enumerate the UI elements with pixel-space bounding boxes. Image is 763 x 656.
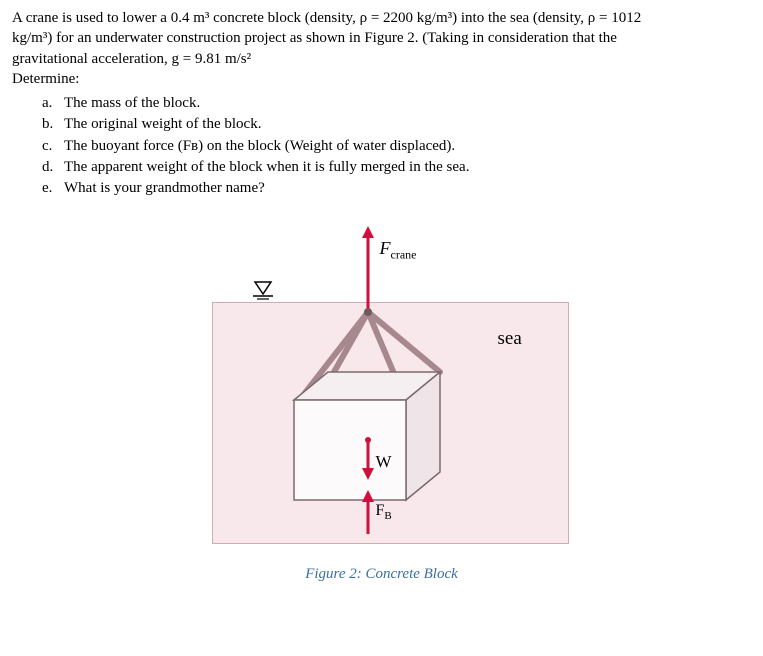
- list-item: a. The mass of the block.: [42, 93, 751, 113]
- intro-line-1: A crane is used to lower a 0.4 m³ concre…: [12, 10, 641, 26]
- fb-label: FB: [376, 502, 392, 522]
- item-letter: c.: [42, 136, 64, 156]
- list-item: c. The buoyant force (Fʙ) on the block (…: [42, 136, 751, 156]
- weight-arrow-icon: [358, 436, 378, 482]
- list-item: d. The apparent weight of the block when…: [42, 157, 751, 177]
- list-item: b. The original weight of the block.: [42, 114, 751, 134]
- figure-diagram: sea Fcrane: [172, 220, 592, 560]
- item-text: The original weight of the block.: [64, 114, 261, 134]
- buoyancy-arrow-icon: [358, 488, 378, 536]
- figure-container: sea Fcrane: [172, 220, 592, 583]
- item-text: The apparent weight of the block when it…: [64, 157, 469, 177]
- question-list: a. The mass of the block. b. The origina…: [42, 93, 751, 198]
- item-letter: b.: [42, 114, 64, 134]
- f-crane-label: Fcrane: [380, 238, 417, 263]
- intro-line-2: kg/m³) for an underwater construction pr…: [12, 30, 617, 46]
- problem-statement: A crane is used to lower a 0.4 m³ concre…: [12, 8, 751, 198]
- item-text: The mass of the block.: [64, 93, 200, 113]
- crane-arrow-icon: [358, 226, 378, 314]
- item-text: What is your grandmother name?: [64, 178, 265, 198]
- water-surface-icon: [252, 280, 274, 305]
- sea-label: sea: [498, 328, 522, 350]
- intro-line-3: gravitational acceleration, g = 9.81 m/s…: [12, 51, 251, 67]
- list-item: e. What is your grandmother name?: [42, 178, 751, 198]
- item-letter: a.: [42, 93, 64, 113]
- concrete-block: [292, 370, 422, 500]
- item-letter: e.: [42, 178, 64, 198]
- determine-label: Determine:: [12, 71, 79, 87]
- item-text: The buoyant force (Fʙ) on the block (Wei…: [64, 136, 455, 156]
- figure-caption: Figure 2: Concrete Block: [172, 566, 592, 583]
- w-label: W: [376, 452, 392, 472]
- item-letter: d.: [42, 157, 64, 177]
